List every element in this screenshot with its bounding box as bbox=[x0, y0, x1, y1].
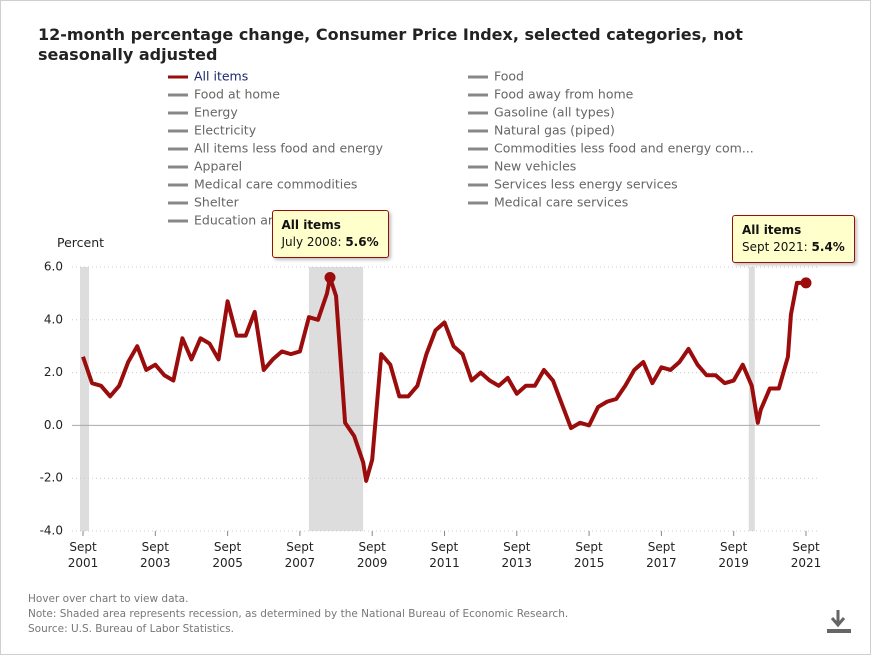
x-tick-label: Sept 2007 bbox=[284, 540, 316, 570]
legend-label: Commodities less food and energy com... bbox=[494, 141, 754, 156]
tooltip-title: All items bbox=[742, 222, 802, 237]
y-tick-label: -4.0 bbox=[40, 524, 63, 538]
tooltip-title: All items bbox=[281, 217, 341, 232]
x-tick-label: Sept 2017 bbox=[646, 540, 677, 570]
highlight-point bbox=[324, 272, 336, 284]
legend-label: Energy bbox=[194, 105, 238, 120]
tooltip-value: 5.6% bbox=[345, 234, 379, 249]
series-line bbox=[81, 275, 806, 483]
legend-label: Electricity bbox=[194, 123, 257, 138]
legend-label: Food away from home bbox=[494, 87, 634, 102]
tooltip: All items July 2008: 5.6% bbox=[271, 209, 389, 258]
x-tick-label: Sept 2011 bbox=[429, 540, 460, 570]
legend-label: Medical care services bbox=[494, 195, 628, 210]
y-axis-label: Percent bbox=[57, 235, 104, 250]
tooltip-date: July 2008: bbox=[281, 234, 342, 249]
legend-label: Food bbox=[494, 69, 524, 84]
legend: All items Food Food at home Food away from … bbox=[168, 69, 754, 228]
legend-label: Apparel bbox=[194, 159, 242, 174]
note-line: Source: U.S. Bureau of Labor Statistics. bbox=[28, 623, 234, 635]
recession-band bbox=[748, 267, 755, 531]
x-tick-label: Sept 2013 bbox=[501, 540, 533, 570]
legend-label: New vehicles bbox=[494, 159, 576, 174]
y-tick-label: 6.0 bbox=[44, 260, 63, 274]
legend-label: Education and bbox=[194, 213, 284, 228]
y-tick-label: 0.0 bbox=[44, 418, 63, 432]
chart-title: 12-month percentage change, Consumer Pri… bbox=[38, 25, 743, 64]
legend-label: Services less energy services bbox=[494, 177, 678, 192]
tooltip: All items Sept 2021: 5.4% bbox=[732, 214, 855, 263]
x-tick-label: Sept 2009 bbox=[356, 540, 388, 570]
tooltip-date: Sept 2021: bbox=[742, 239, 808, 254]
y-tick-label: -2.0 bbox=[40, 471, 63, 485]
note-line: Hover over chart to view data. bbox=[28, 593, 189, 605]
y-tick-label: 2.0 bbox=[44, 365, 63, 379]
x-tick-label: Sept 2021 bbox=[790, 540, 822, 570]
x-tick-label: Sept 2003 bbox=[140, 540, 171, 570]
recession-band bbox=[79, 267, 90, 531]
notes: Hover over chart to view data. Note: Shad… bbox=[28, 592, 568, 637]
legend-label: Natural gas (piped) bbox=[494, 123, 615, 138]
tooltip-value: 5.4% bbox=[811, 239, 845, 254]
legend-label: All items bbox=[194, 69, 248, 84]
x-tick-label: Sept 2015 bbox=[573, 540, 605, 570]
legend-label: Food at home bbox=[194, 87, 280, 102]
y-tick-label: 4.0 bbox=[44, 312, 63, 326]
legend-label: All items less food and energy bbox=[194, 141, 384, 156]
legend-label: Gasoline (all types) bbox=[494, 105, 615, 120]
note-line: Note: Shaded area represents recession, … bbox=[28, 608, 569, 620]
x-tick-label: Sept 2005 bbox=[212, 540, 243, 570]
legend-label: Medical care commodities bbox=[194, 177, 357, 192]
x-tick-label: Sept 2001 bbox=[67, 540, 99, 570]
legend-label: Shelter bbox=[194, 195, 240, 210]
highlight-point bbox=[800, 277, 812, 289]
download-icon[interactable] bbox=[827, 610, 851, 633]
x-tick-label: Sept 2019 bbox=[718, 540, 749, 570]
